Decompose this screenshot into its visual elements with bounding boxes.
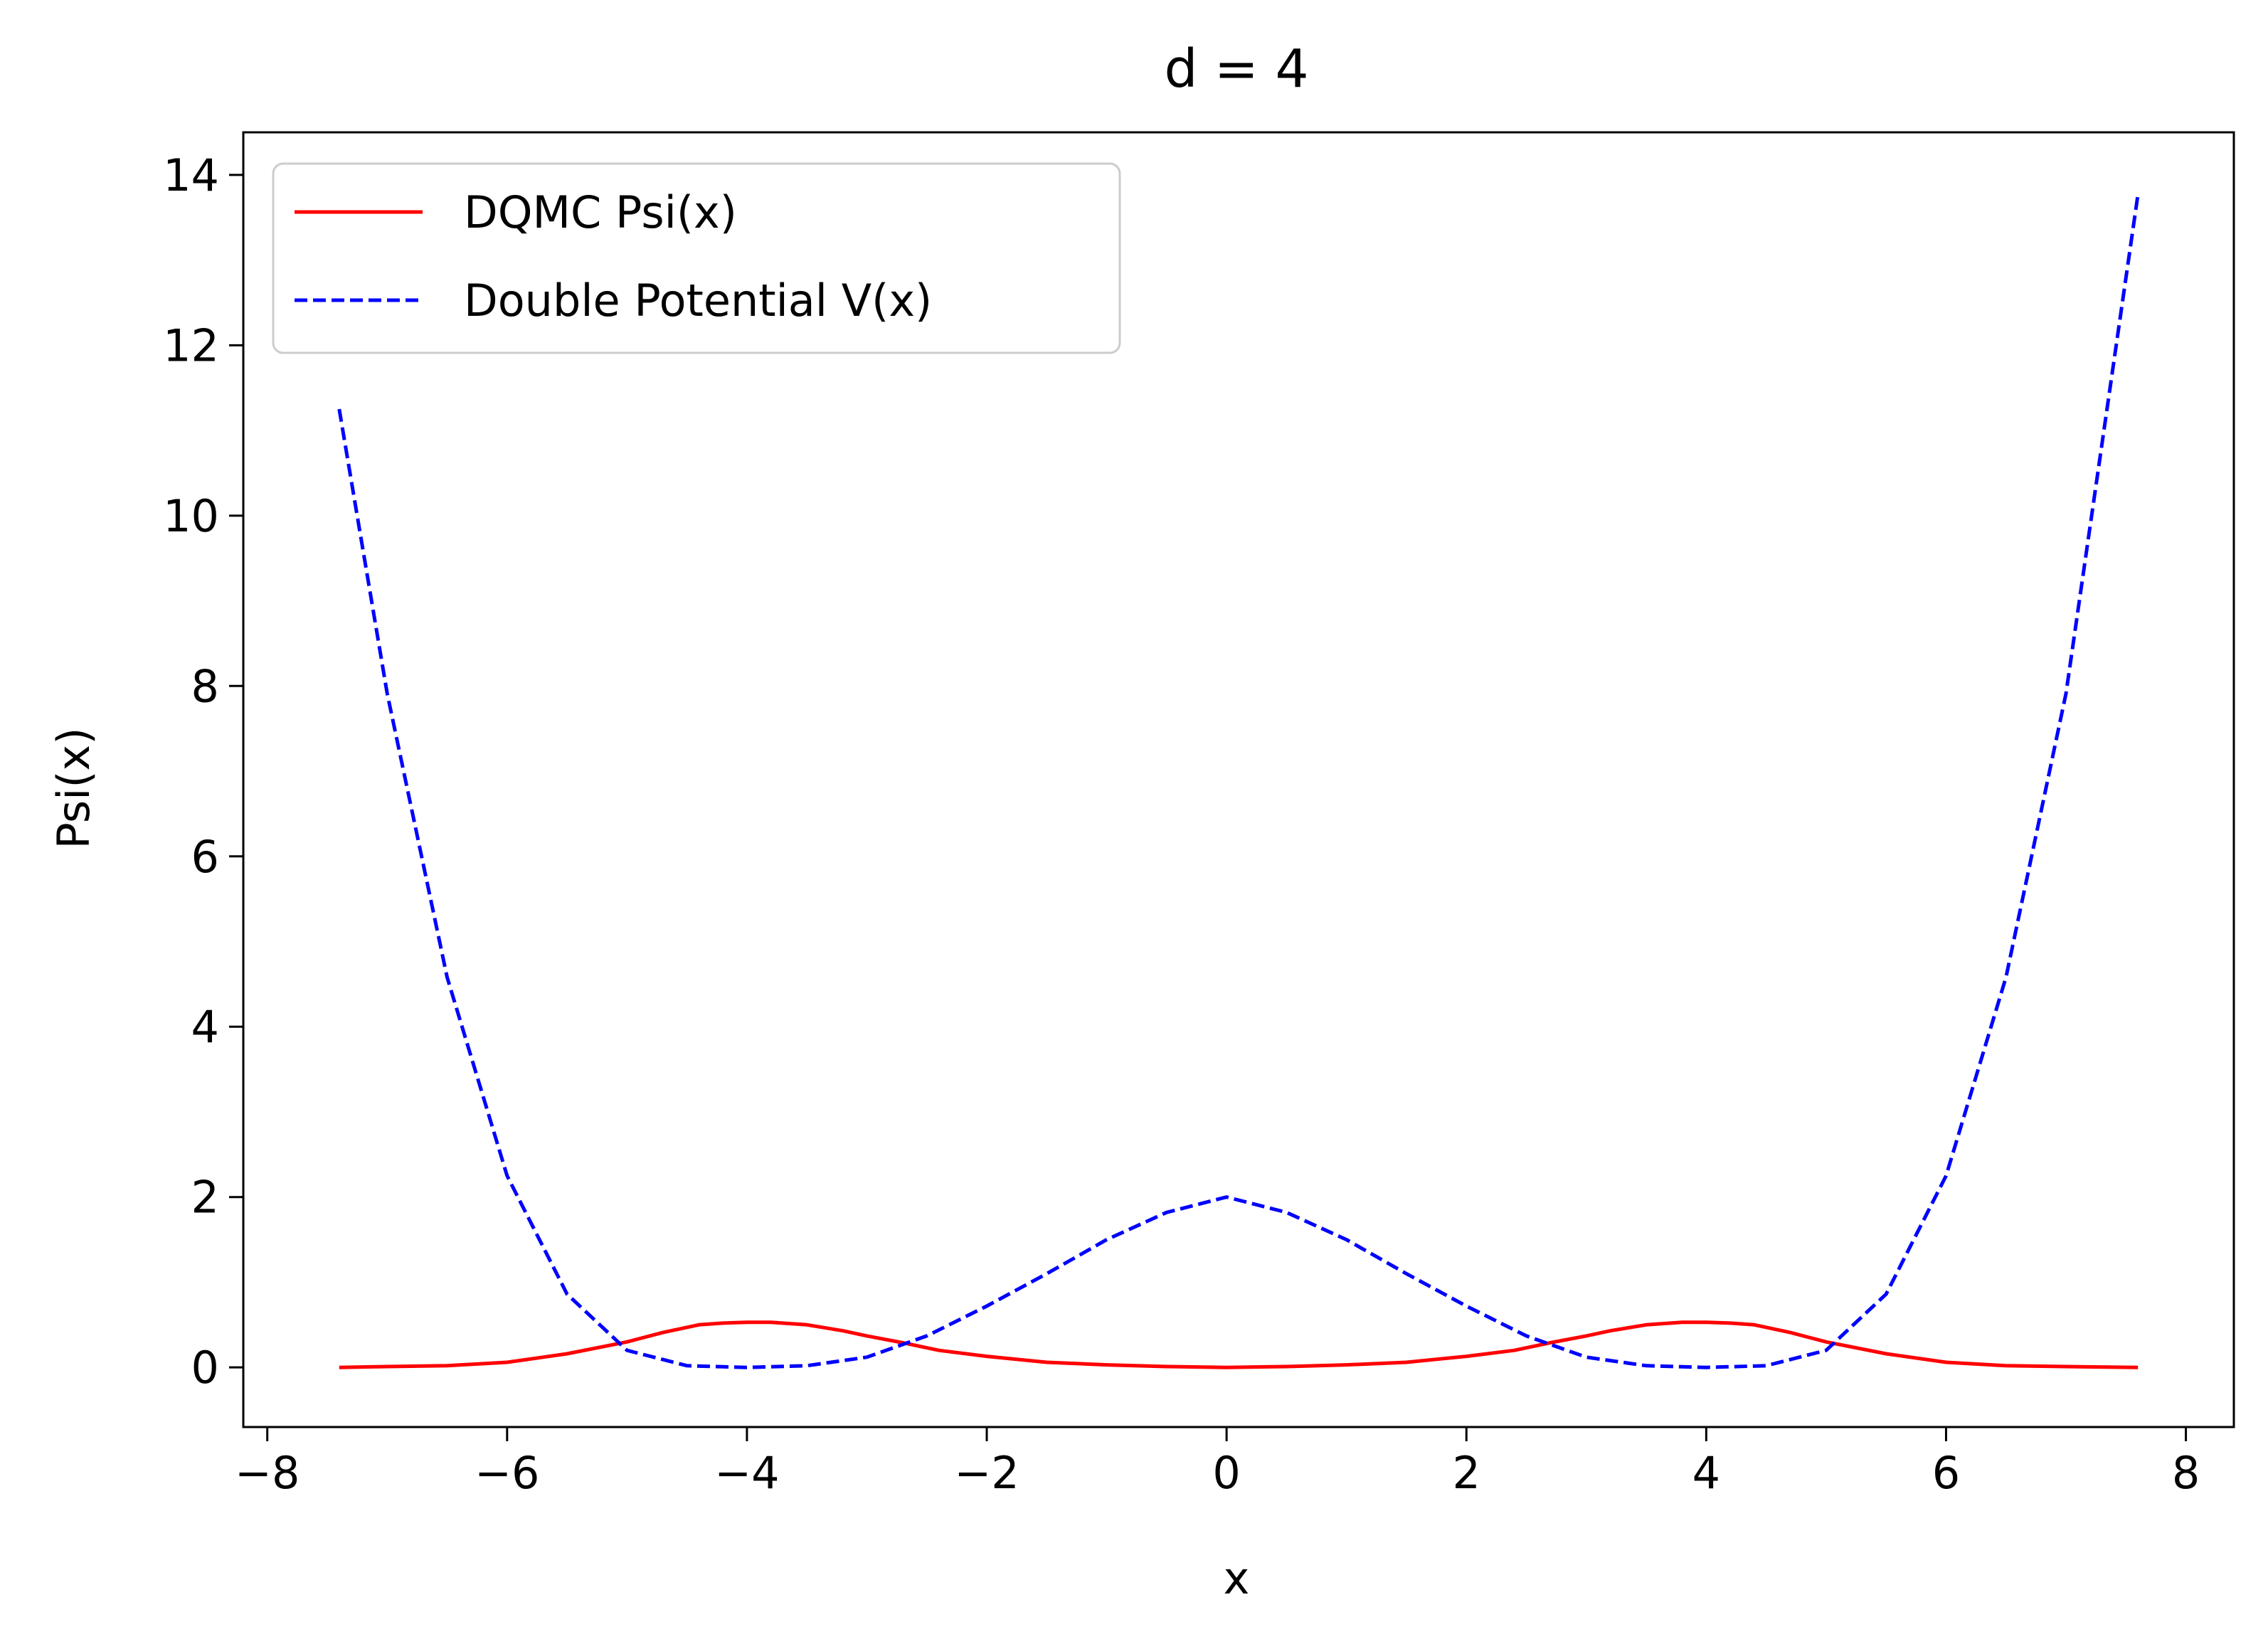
y-tick-label: 4 bbox=[191, 1001, 219, 1053]
x-tick-label: 0 bbox=[1212, 1447, 1240, 1499]
x-axis-label: x bbox=[1224, 1552, 1250, 1604]
x-tick-label: −6 bbox=[475, 1447, 539, 1499]
x-tick-label: −2 bbox=[954, 1447, 1019, 1499]
y-tick-label: 14 bbox=[163, 149, 219, 201]
y-tick-label: 0 bbox=[191, 1342, 219, 1394]
x-tick-label: 6 bbox=[1932, 1447, 1960, 1499]
x-tick-label: −8 bbox=[235, 1447, 300, 1499]
legend-box bbox=[272, 162, 1121, 354]
legend-label-dqmc: DQMC Psi(x) bbox=[464, 186, 737, 238]
series-line-dqmc-psi bbox=[339, 1320, 2139, 1369]
y-tick-label: 6 bbox=[191, 831, 219, 883]
plot-area bbox=[337, 194, 2140, 1369]
legend-label-potential: Double Potential V(x) bbox=[464, 275, 932, 327]
y-tick-label: 12 bbox=[163, 319, 219, 371]
axes-frame bbox=[242, 131, 2235, 1428]
y-axis-ticks: 0 2 4 6 8 10 12 14 bbox=[163, 149, 243, 1394]
x-axis-ticks: −8 −6 −4 −2 0 2 4 6 8 bbox=[235, 1427, 2200, 1499]
x-tick-label: 2 bbox=[1453, 1447, 1480, 1499]
y-axis-label: Psi(x) bbox=[48, 728, 100, 849]
x-tick-label: 4 bbox=[1692, 1447, 1720, 1499]
legend: DQMC Psi(x) Double Potential V(x) bbox=[272, 162, 1121, 354]
x-tick-label: 8 bbox=[2172, 1447, 2200, 1499]
series-line-double-potential bbox=[337, 194, 2140, 1369]
x-tick-label: −4 bbox=[714, 1447, 779, 1499]
y-tick-label: 10 bbox=[163, 490, 219, 542]
y-tick-label: 8 bbox=[191, 660, 219, 712]
y-tick-label: 2 bbox=[191, 1172, 219, 1224]
chart-title: d = 4 bbox=[1164, 38, 1308, 100]
